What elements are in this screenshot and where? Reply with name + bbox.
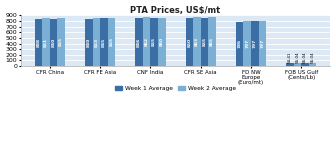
Legend: Week 1 Average, Week 2 Average: Week 1 Average, Week 2 Average xyxy=(113,84,238,94)
Bar xyxy=(259,21,266,66)
Bar xyxy=(42,18,50,66)
Title: PTA Prices, US$/mt: PTA Prices, US$/mt xyxy=(130,6,221,15)
Text: 838: 838 xyxy=(37,38,41,47)
Text: 845: 845 xyxy=(102,38,106,47)
Text: 797: 797 xyxy=(245,39,249,48)
Bar xyxy=(244,21,251,66)
Bar xyxy=(57,18,65,66)
Bar xyxy=(151,18,158,66)
Text: 855: 855 xyxy=(152,38,156,46)
Text: 840: 840 xyxy=(87,38,91,47)
Text: 850: 850 xyxy=(187,38,192,47)
Text: 865: 865 xyxy=(210,37,214,46)
Text: 54.41: 54.41 xyxy=(288,51,292,63)
Text: 797: 797 xyxy=(253,39,257,48)
Text: 786: 786 xyxy=(238,39,242,48)
Bar xyxy=(294,63,301,66)
Bar xyxy=(201,18,208,66)
Bar xyxy=(286,63,294,66)
Text: 55.04: 55.04 xyxy=(310,51,314,63)
Text: 840: 840 xyxy=(52,38,56,47)
Bar xyxy=(100,18,108,66)
Text: 855: 855 xyxy=(110,38,114,46)
Bar xyxy=(93,18,100,66)
Text: 55.04: 55.04 xyxy=(296,51,299,63)
Text: 853: 853 xyxy=(94,38,98,46)
Bar xyxy=(35,19,42,66)
Bar xyxy=(135,18,143,66)
Text: 55.04: 55.04 xyxy=(303,51,307,63)
Text: 862: 862 xyxy=(145,37,149,46)
Text: 855: 855 xyxy=(59,38,63,46)
Bar xyxy=(309,63,317,66)
Text: 846: 846 xyxy=(137,38,141,47)
Text: 860: 860 xyxy=(160,37,164,46)
Text: 855: 855 xyxy=(203,38,207,46)
Bar xyxy=(301,63,309,66)
Bar xyxy=(208,17,216,66)
Bar xyxy=(186,18,193,66)
Bar xyxy=(85,19,93,66)
Text: 797: 797 xyxy=(260,39,264,48)
Bar xyxy=(50,19,57,66)
Bar xyxy=(143,18,151,66)
Text: 851: 851 xyxy=(44,38,48,47)
Bar xyxy=(236,22,244,66)
Text: 863: 863 xyxy=(195,37,199,46)
Bar xyxy=(193,17,201,66)
Bar xyxy=(108,18,115,66)
Bar xyxy=(158,18,166,66)
Bar xyxy=(251,21,259,66)
